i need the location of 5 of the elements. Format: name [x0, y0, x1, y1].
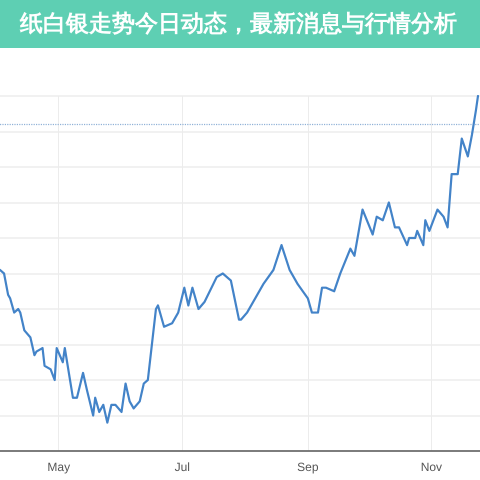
x-tick-label: Jul: [174, 460, 190, 474]
x-tick-label: May: [47, 460, 70, 474]
x-tick-label: Sep: [297, 460, 319, 474]
chart-title: 纸白银走势今日动态，最新消息与行情分析: [19, 10, 457, 37]
x-tick-label: Nov: [420, 460, 442, 474]
